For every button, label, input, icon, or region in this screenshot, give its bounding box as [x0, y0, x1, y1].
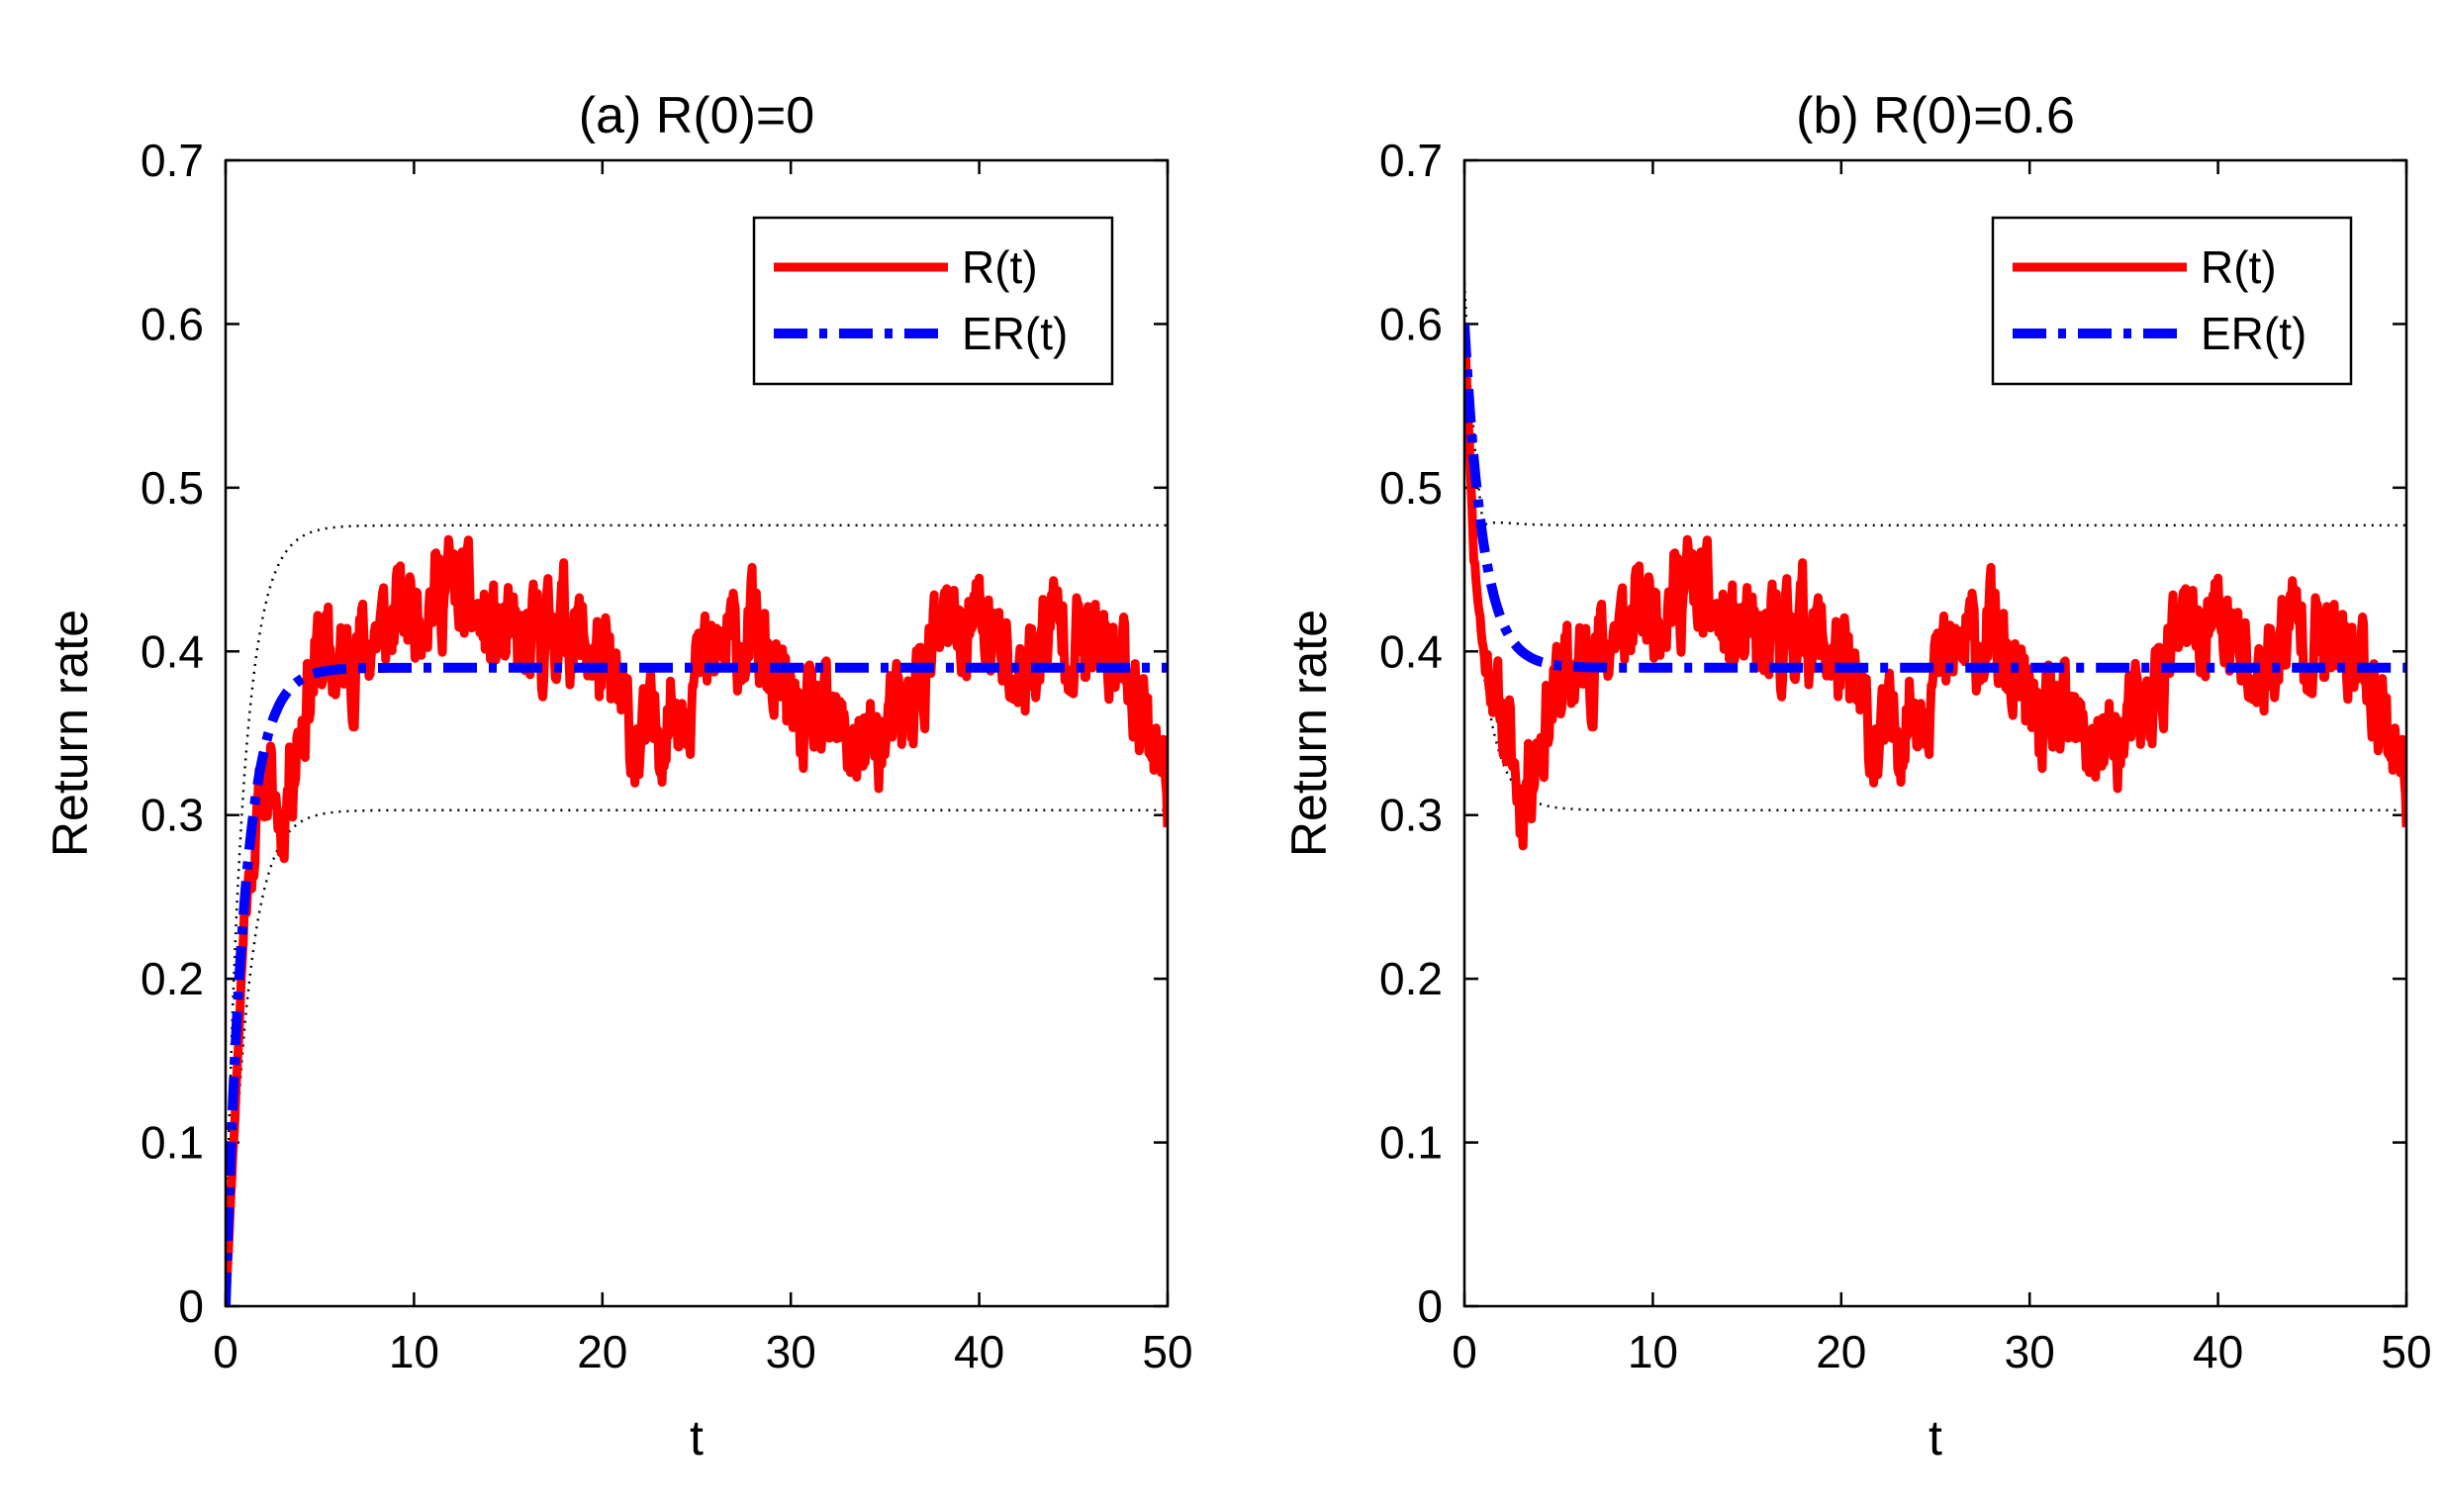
- y-tick-label: 0.7: [1379, 135, 1443, 186]
- x-tick-label: 50: [1142, 1326, 1192, 1377]
- y-tick-label: 0.7: [141, 135, 204, 186]
- x-tick-label: 50: [2381, 1326, 2431, 1377]
- y-axis-title: Return rate: [1281, 610, 1337, 857]
- x-tick-label: 30: [766, 1326, 816, 1377]
- legend-box: [1991, 216, 2353, 386]
- y-tick-label: 0.4: [1379, 625, 1443, 677]
- x-tick-label: 20: [577, 1326, 627, 1377]
- y-tick-label: 0.4: [141, 625, 204, 677]
- y-tick-label: 0: [178, 1280, 204, 1332]
- x-axis-title: t: [690, 1410, 704, 1465]
- panel-b: (b) R(0)=0.6 0 10 20 30 40 50 0 0.1 0.2 0.3 0.4 0.5 0…: [1281, 87, 2432, 1465]
- x-tick-label: 0: [213, 1326, 238, 1377]
- y-tick-label: 0.3: [141, 790, 204, 841]
- x-tick-label: 20: [1816, 1326, 1866, 1377]
- lower-bound-line: [226, 808, 1168, 1306]
- series-line-R: [1464, 324, 2406, 851]
- plot-title: (b) R(0)=0.6: [1796, 87, 2075, 144]
- y-tick-label: 0.3: [1379, 790, 1443, 841]
- legend-label-R: R(t): [962, 241, 1038, 293]
- plot-area-border: [1462, 158, 2408, 1308]
- x-tick-label: 40: [2193, 1326, 2243, 1377]
- y-tick-label: 0.5: [141, 462, 204, 514]
- series-line-R: [226, 534, 1168, 1306]
- plot-area-border: [224, 158, 1170, 1308]
- plot-title: (a) R(0)=0: [579, 87, 814, 144]
- x-tick-label: 10: [1628, 1326, 1678, 1377]
- y-tick-label: 0.5: [1379, 462, 1443, 514]
- y-tick-label: 0.2: [141, 953, 204, 1004]
- x-axis-title: t: [1929, 1410, 1942, 1465]
- y-tick-label: 0.1: [1379, 1117, 1443, 1169]
- lower-bound-line: [1464, 324, 2406, 812]
- x-tick-label: 0: [1452, 1326, 1477, 1377]
- legend-label-ER: ER(t): [962, 308, 1068, 359]
- series-line-ER: [226, 662, 1168, 1306]
- legend-box: [752, 216, 1114, 386]
- x-tick-label: 10: [389, 1326, 439, 1377]
- y-tick-label: 0.2: [1379, 953, 1443, 1004]
- upper-bound-line: [1464, 283, 2406, 527]
- y-tick-label: 0: [1417, 1280, 1443, 1332]
- y-tick-label: 0.6: [1379, 298, 1443, 349]
- y-axis-title: Return rate: [43, 610, 98, 857]
- y-tick-label: 0.1: [141, 1117, 204, 1169]
- series-line-ER: [1464, 324, 2406, 673]
- panel-a: (a) R(0)=0 0 10 20 30 40 50 0 0.1 0.2 0.3 0.4 0.5 0.6…: [43, 87, 1193, 1465]
- legend: R(t) ER(t): [1991, 216, 2353, 386]
- legend: R(t) ER(t): [752, 216, 1114, 386]
- legend-label-R: R(t): [2201, 241, 2277, 293]
- legend-label-ER: ER(t): [2201, 308, 2306, 359]
- x-tick-label: 30: [2005, 1326, 2055, 1377]
- y-tick-label: 0.6: [141, 298, 204, 349]
- x-tick-label: 40: [954, 1326, 1004, 1377]
